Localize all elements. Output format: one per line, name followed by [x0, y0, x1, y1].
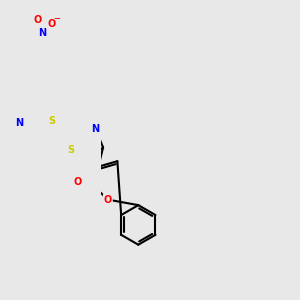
Text: O: O — [104, 195, 112, 205]
Text: O: O — [34, 15, 42, 26]
Text: S: S — [68, 145, 75, 155]
Text: N: N — [16, 118, 24, 128]
Text: O: O — [47, 19, 56, 29]
Text: −: − — [53, 14, 60, 23]
Text: O: O — [73, 177, 81, 187]
Text: S: S — [48, 116, 55, 126]
Text: N: N — [38, 28, 46, 38]
Text: N: N — [92, 124, 100, 134]
